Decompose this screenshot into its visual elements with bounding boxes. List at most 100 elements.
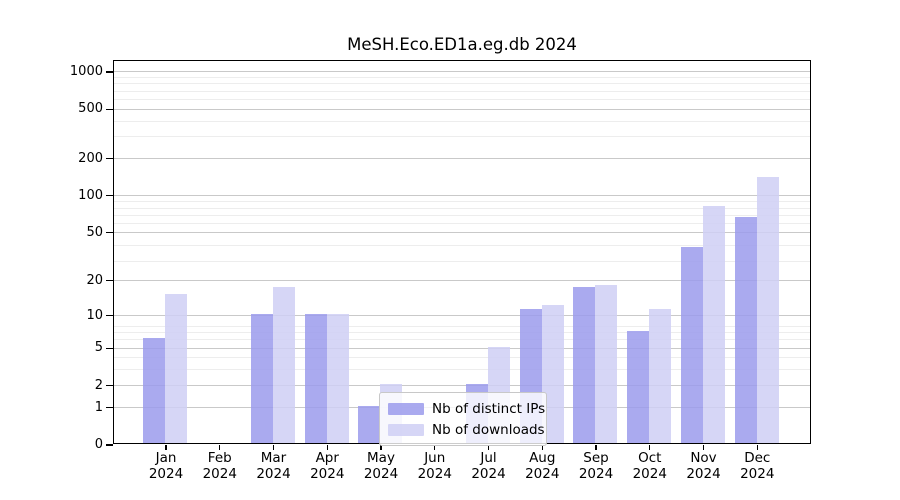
y-tick-mark: [106, 385, 113, 387]
y-tick-label: 500: [78, 101, 103, 117]
x-tick-label-may: May 2024: [349, 450, 413, 482]
x-tick-label-year: 2024: [417, 465, 452, 482]
y-tick-label: 2: [94, 377, 103, 393]
gridline-major: [114, 158, 810, 159]
gridline-minor: [114, 325, 810, 327]
x-tick-label-sep: Sep 2024: [564, 450, 628, 482]
gridline-major: [114, 195, 810, 197]
gridline-minor: [114, 120, 810, 122]
x-tick-label-month: Dec: [744, 450, 771, 466]
plot-area: [113, 60, 811, 444]
x-tick-label-feb: Feb 2024: [188, 450, 252, 482]
gridline-major: [114, 71, 810, 73]
gridline-major: [114, 314, 810, 316]
x-tick-mark: [434, 444, 436, 451]
bar-downloads-mar: [272, 287, 295, 443]
bar-downloads-nov: [702, 206, 725, 443]
x-tick-mark: [326, 444, 328, 451]
gridline-minor: [114, 332, 810, 334]
x-tick-label-month: Jan: [155, 450, 177, 466]
x-tick-label-year: 2024: [632, 465, 667, 482]
bar-downloads-dec: [756, 177, 779, 443]
x-tick-mark: [165, 444, 167, 451]
bar-distinct-ips-nov: [680, 247, 703, 443]
legend-label-downloads: Nb of downloads: [432, 421, 545, 438]
y-tick-mark: [106, 71, 113, 73]
y-tick-label: 0: [94, 437, 103, 452]
gridline-minor: [114, 369, 810, 371]
bar-downloads-apr: [326, 314, 349, 443]
gridline-major: [114, 384, 810, 386]
x-tick-label-jan: Jan 2024: [134, 450, 198, 482]
y-tick-mark: [106, 444, 113, 446]
legend-swatch-distinct-ips: [388, 402, 424, 415]
legend-swatch-downloads: [388, 423, 424, 436]
bar-distinct-ips-mar: [250, 314, 273, 443]
gridline-minor: [114, 357, 810, 359]
y-tick-label: 10: [86, 307, 103, 323]
x-tick-mark: [380, 444, 382, 451]
y-tick-label: 1: [94, 399, 103, 415]
legend-row-downloads: Nb of downloads: [388, 419, 545, 440]
x-tick-label-month: Mar: [260, 450, 287, 466]
gridline-major: [114, 347, 810, 349]
gridline-minor: [114, 207, 810, 209]
bar-distinct-ips-oct: [627, 331, 650, 443]
bar-downloads-aug: [541, 305, 564, 443]
x-tick-label-month: Aug: [529, 450, 556, 466]
x-tick-label-month: Feb: [207, 450, 232, 466]
x-tick-label-month: Nov: [690, 450, 717, 466]
x-tick-label-year: 2024: [686, 465, 721, 482]
gridline-minor: [114, 98, 810, 100]
bar-distinct-ips-may: [358, 406, 381, 443]
bar-distinct-ips-sep: [573, 287, 596, 443]
y-tick-label: 100: [78, 187, 103, 203]
gridline-major: [114, 232, 810, 234]
y-tick-mark: [106, 314, 113, 317]
y-tick-label: 200: [78, 150, 103, 166]
x-tick-label-year: 2024: [578, 465, 614, 482]
gridline-major: [114, 279, 810, 281]
chart-title: MeSH.Eco.ED1a.eg.db 2024: [347, 35, 577, 54]
x-tick-label-jun: Jun 2024: [403, 450, 467, 482]
bar-downloads-sep: [595, 284, 618, 443]
y-tick-mark: [106, 347, 113, 349]
x-tick-label-year: 2024: [256, 465, 291, 482]
x-tick-label-month: Jun: [424, 450, 446, 466]
y-tick-mark: [106, 108, 113, 110]
x-tick-label-year: 2024: [740, 465, 775, 482]
gridline-minor: [114, 77, 810, 79]
legend-label-distinct-ips: Nb of distinct IPs: [432, 400, 546, 417]
bar-distinct-ips-apr: [304, 314, 327, 443]
gridline-minor: [114, 214, 810, 216]
x-tick-mark: [756, 444, 758, 451]
x-tick-mark: [541, 444, 543, 451]
y-tick-label: 20: [86, 272, 103, 288]
x-tick-label-year: 2024: [525, 465, 560, 482]
x-tick-label-year: 2024: [202, 465, 237, 482]
y-tick-mark: [106, 406, 113, 409]
bar-distinct-ips-jan: [143, 338, 166, 443]
x-tick-label-month: Oct: [638, 450, 662, 466]
x-tick-mark: [702, 444, 705, 451]
x-tick-mark: [219, 444, 221, 451]
legend-row-distinct-ips: Nb of distinct IPs: [388, 398, 545, 419]
x-tick-label-jul: Jul 2024: [457, 450, 521, 482]
x-tick-label-month: Jul: [480, 450, 497, 466]
x-tick-label-mar: Mar 2024: [242, 450, 306, 482]
y-tick-label: 50: [86, 224, 103, 240]
gridline-major: [114, 108, 810, 110]
x-tick-label-month: Sep: [583, 450, 609, 466]
x-tick-label-year: 2024: [471, 465, 506, 482]
legend: Nb of distinct IPs Nb of downloads: [379, 392, 547, 446]
y-tick-label: 1000: [69, 64, 103, 80]
y-tick-mark: [106, 195, 113, 197]
x-tick-label-year: 2024: [148, 465, 184, 482]
y-tick-mark: [106, 280, 113, 282]
gridline-minor: [114, 339, 810, 341]
x-tick-label-oct: Oct 2024: [618, 450, 682, 482]
x-tick-label-year: 2024: [363, 465, 399, 482]
gridline-minor: [114, 260, 810, 262]
gridline-minor: [114, 83, 810, 85]
